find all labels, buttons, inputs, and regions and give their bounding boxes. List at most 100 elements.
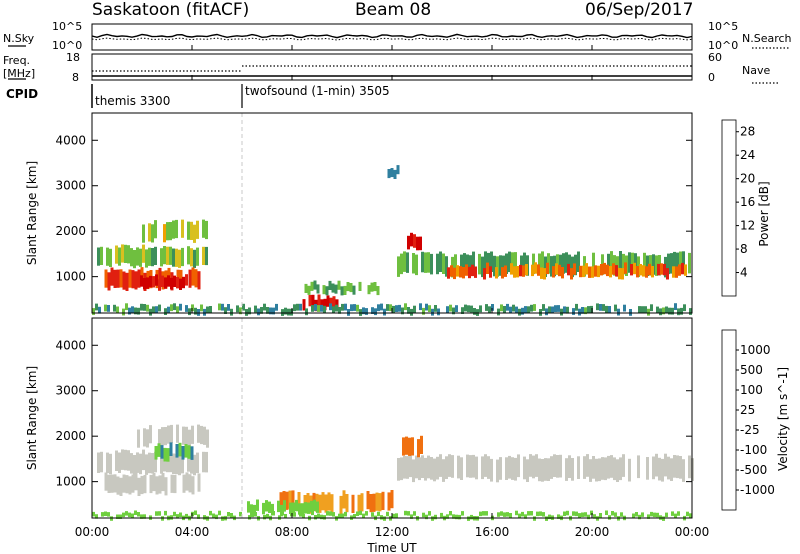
power-cell-10 [206, 306, 209, 314]
velocity-cell-1 [137, 429, 140, 448]
power-cell-10 [650, 304, 653, 312]
velocity-cell-5 [285, 491, 289, 510]
power-cell-0 [139, 248, 142, 267]
velocity-cell-8 [632, 513, 635, 518]
velocity-cell-8 [293, 512, 296, 517]
power-cell-4 [544, 256, 547, 277]
power-cell-3 [152, 276, 155, 288]
velocity-cell-1 [176, 424, 179, 443]
power-cell-10 [365, 308, 368, 315]
power-cell-4 [511, 252, 514, 273]
power-cell-5 [621, 268, 624, 280]
velocity-cell-8 [344, 511, 347, 517]
power-cell-10 [305, 308, 308, 316]
power-cell-10 [419, 303, 422, 311]
velocity-cell-8 [221, 516, 224, 521]
velocity-cell-8 [251, 512, 254, 518]
power-cell-1 [175, 219, 178, 239]
power-cell-0 [160, 248, 163, 267]
velocity-cell-3 [403, 455, 406, 479]
power-cell-8 [337, 280, 341, 290]
power-cell-5 [648, 263, 651, 276]
velocity-cell-3 [556, 455, 559, 478]
velocity-cell-2 [155, 476, 159, 495]
power-cell-10 [287, 308, 290, 316]
power-cell-10 [398, 304, 401, 312]
power-cell-0 [154, 246, 157, 265]
power-cell-10 [614, 304, 617, 312]
power-cell-4 [445, 256, 448, 277]
power-cell-5 [453, 267, 456, 280]
power-cell-10 [500, 304, 503, 312]
velocity-cell-3 [568, 455, 571, 478]
power-cell-5 [597, 265, 600, 278]
velocity-cell-8 [272, 511, 275, 516]
power-cell-10 [530, 304, 533, 312]
power-cell-2 [116, 269, 120, 288]
velocity-cell-8 [173, 511, 176, 517]
velocity-cell-2 [134, 472, 138, 491]
velocity-cell-8 [536, 511, 539, 517]
x-tick-4: 16:00 [475, 525, 510, 539]
power-cell-10 [548, 306, 551, 314]
velocity-cell-3 [457, 455, 460, 479]
velocity-cell-8 [179, 512, 182, 517]
power-cell-10 [539, 309, 542, 316]
velocity-cell-3 [559, 454, 562, 478]
power-cell-1 [154, 220, 157, 239]
freq-tick-top: 18 [66, 51, 80, 64]
velocity-cell-3 [424, 457, 427, 481]
station-title: Saskatoon (fitACF) [92, 0, 249, 20]
power-cell-10 [638, 306, 641, 313]
velocity-cell-8 [470, 514, 473, 520]
velocity-cell-3 [436, 456, 439, 480]
velocity-cell-3 [448, 454, 451, 477]
velocity-cell-6 [316, 501, 319, 513]
power-cell-10 [194, 307, 197, 315]
velocity-colorbar-label: Velocity [m s^-1] [776, 367, 790, 471]
velocity-cell-8 [194, 510, 197, 515]
power-colorbar: 4 8 12 16 20 24 28 [721, 119, 755, 297]
power-cell-3 [179, 278, 182, 290]
power-cell-3 [161, 275, 164, 287]
power-cell-8 [367, 285, 371, 295]
velocity-colorbar-tick-1: 500 [740, 363, 763, 377]
power-cell-10 [563, 306, 566, 314]
power-cell-0 [202, 246, 205, 265]
velocity-cell-5 [339, 495, 343, 515]
power-cell-10 [242, 303, 245, 311]
power-cell-10 [311, 305, 314, 312]
velocity-cell-2 [131, 474, 135, 493]
power-cell-5 [585, 263, 588, 275]
power-cell-6 [419, 236, 422, 251]
velocity-cell-3 [688, 455, 691, 479]
velocity-cell-8 [452, 514, 455, 519]
power-cell-10 [179, 303, 182, 311]
velocity-cell-6 [265, 500, 268, 512]
velocity-cell-8 [656, 512, 659, 518]
power-cell-4 [421, 251, 424, 273]
velocity-cell-8 [620, 512, 623, 517]
power-cell-5 [510, 263, 513, 275]
velocity-cell-0 [127, 450, 130, 471]
velocity-cell-6 [313, 499, 316, 512]
power-cell-4 [577, 251, 580, 272]
velocity-cell-7 [175, 444, 179, 458]
power-cell-4 [508, 251, 511, 273]
velocity-cell-7 [187, 445, 191, 459]
velocity-cell-8 [578, 513, 581, 518]
power-cell-10 [497, 308, 500, 316]
velocity-cell-7 [160, 445, 164, 459]
velocity-cell-1 [149, 425, 152, 444]
power-cell-4 [463, 253, 466, 274]
x-axis: 00:00 04:00 08:00 12:00 16:00 20:00 00:00 [75, 45, 709, 539]
power-cell-10 [557, 305, 560, 312]
power-cell-4 [490, 251, 493, 272]
power-cell-4 [478, 253, 481, 275]
power-cell-0 [169, 246, 172, 265]
power-cell-10 [434, 305, 437, 312]
velocity-cell-1 [203, 426, 206, 445]
power-cell-10 [188, 308, 191, 316]
power-cell-8 [349, 283, 353, 293]
velocity-cell-5 [351, 494, 355, 513]
